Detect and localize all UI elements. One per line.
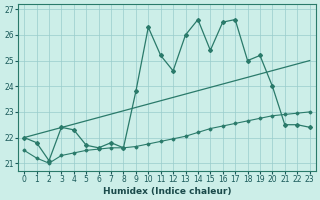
X-axis label: Humidex (Indice chaleur): Humidex (Indice chaleur) (103, 187, 231, 196)
